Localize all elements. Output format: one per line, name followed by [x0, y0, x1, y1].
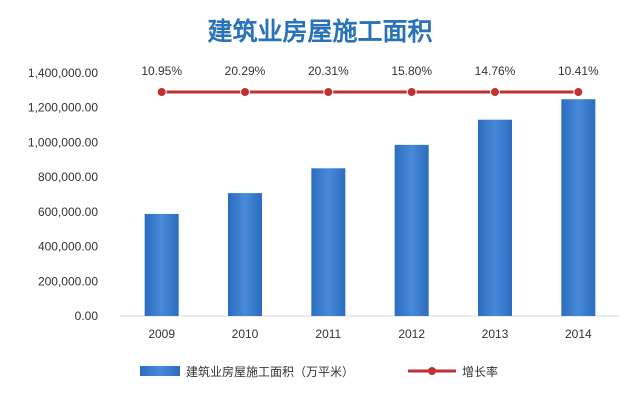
- growth-rate-point-2014: [573, 87, 584, 97]
- x-tick-label: 2009: [148, 327, 175, 341]
- growth-rate-point-2009: [156, 87, 167, 97]
- x-tick-label: 2013: [482, 327, 509, 341]
- legend-bar-swatch: [140, 366, 180, 376]
- bar-2014: [561, 99, 596, 316]
- y-tick-label: 1,200,000.00: [28, 101, 98, 115]
- legend-bar-label: 建筑业房屋施工面积（万平米）: [186, 364, 354, 379]
- bar-2009: [144, 213, 179, 316]
- bar-2010: [228, 193, 262, 316]
- growth-rate-label: 20.29%: [225, 64, 266, 78]
- growth-rate-point-2012: [406, 87, 417, 97]
- y-tick-label: 1,000,000.00: [28, 135, 98, 149]
- bar-2013: [478, 119, 512, 317]
- y-tick-label: 600,000.00: [38, 205, 98, 219]
- y-tick-label: 800,000.00: [38, 170, 98, 184]
- growth-rate-label: 14.76%: [475, 64, 516, 78]
- growth-rate-label: 10.95%: [141, 64, 182, 78]
- y-tick-label: 400,000.00: [38, 240, 98, 254]
- growth-rate-point-2010: [240, 87, 250, 97]
- growth-rate-point-2011: [323, 87, 334, 97]
- growth-rate-label: 20.31%: [308, 64, 349, 78]
- legend-line-label: 增长率: [462, 364, 498, 379]
- chart-title: 建筑业房屋施工面积: [207, 17, 432, 46]
- growth-rate-point-2013: [490, 87, 500, 97]
- y-tick-label: 1,400,000.00: [28, 66, 98, 80]
- y-tick-label: 0.00: [75, 309, 99, 323]
- x-tick-label: 2012: [398, 327, 425, 341]
- legend: 建筑业房屋施工面积（万平米） 增长率: [140, 364, 498, 379]
- bar-2011: [311, 168, 346, 316]
- x-tick-label: 2010: [232, 327, 259, 341]
- bar-2012: [394, 144, 429, 316]
- x-tick-label: 2014: [565, 327, 592, 341]
- plot-area: 0.00 200,000.00 400,000.00 600,000.00 800,00…: [28, 64, 620, 341]
- y-tick-label: 200,000.00: [38, 274, 98, 288]
- growth-rate-label: 15.80%: [391, 64, 432, 78]
- growth-rate-label: 10.41%: [558, 64, 599, 78]
- x-tick-label: 2011: [315, 327, 341, 341]
- legend-line-marker: [428, 367, 436, 375]
